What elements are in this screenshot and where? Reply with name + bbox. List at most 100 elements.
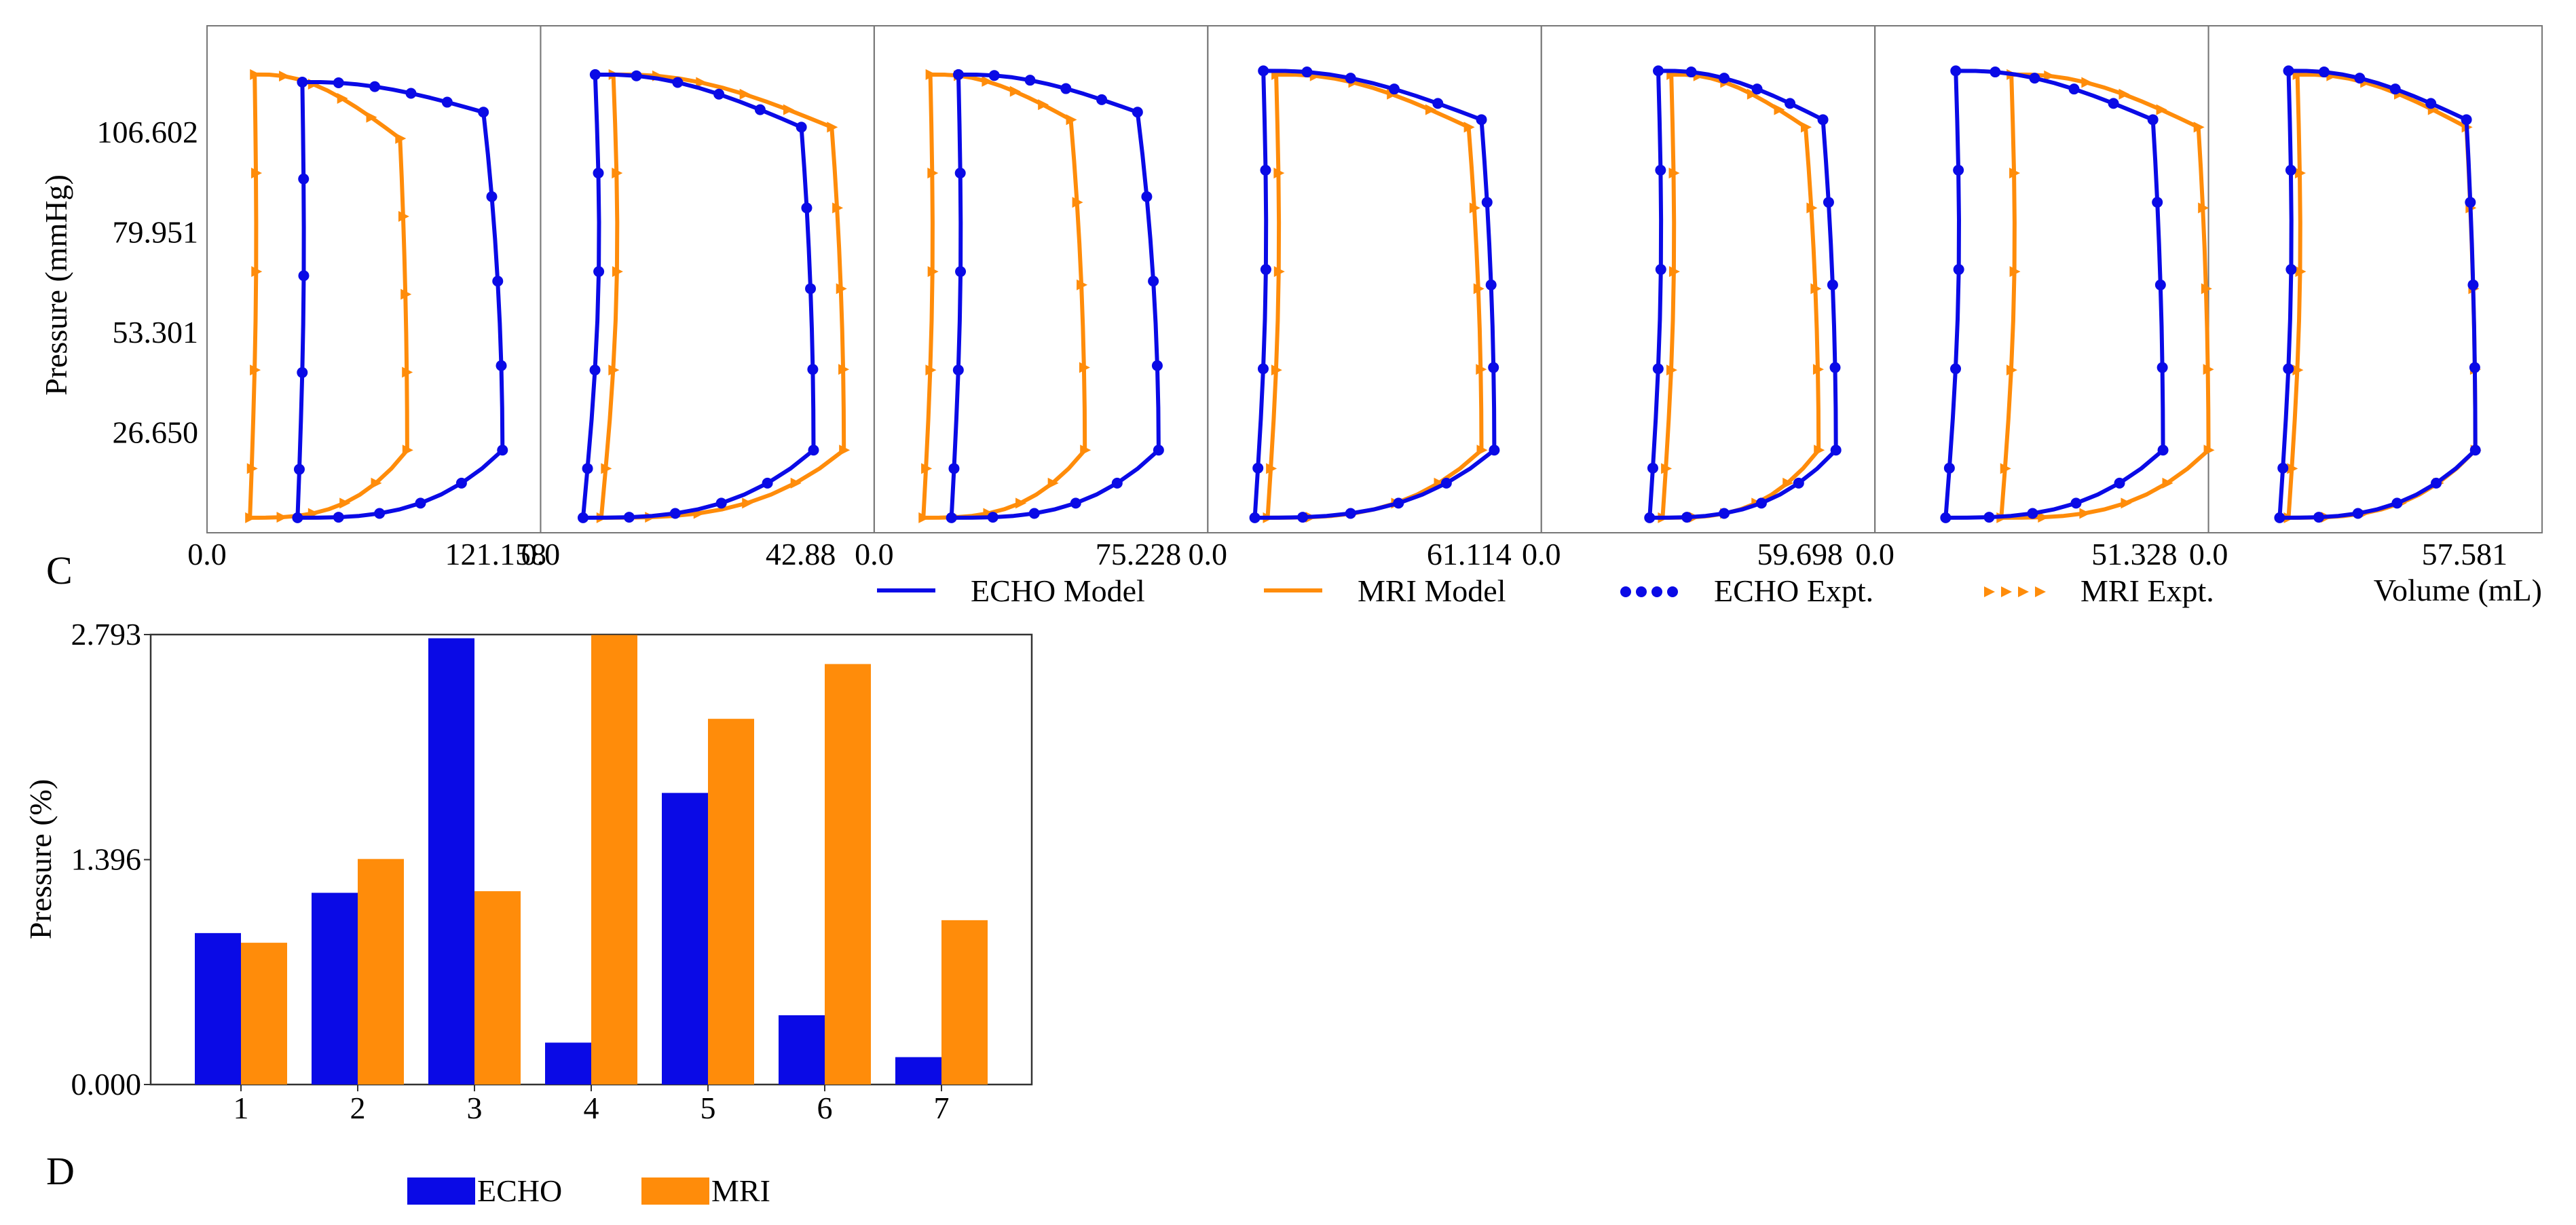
echo-expt-point [805, 283, 817, 295]
mri-expt-point [1266, 463, 1277, 474]
mri-expt-point [739, 88, 751, 100]
mri-expt-point [251, 266, 263, 278]
echo-expt-point [953, 69, 965, 80]
mri-expt-point [742, 497, 753, 509]
echo-expt-point [298, 173, 310, 185]
echo-expt-point [2157, 445, 2169, 456]
echo-expt-point [1096, 94, 1108, 105]
pv-legend: ECHO Model MRI Model ECHO Expt. MRI Expt… [877, 573, 2214, 608]
echo-expt-point [1070, 497, 1081, 509]
pv-subplot [1940, 65, 2215, 523]
echo-expt-point [988, 70, 1000, 81]
bar-x-tick-label: 4 [584, 1091, 599, 1125]
echo-expt-point [801, 202, 813, 214]
mri-bar [941, 920, 988, 1085]
mri-expt-point [2203, 445, 2215, 456]
legend-echo-expt-swatch [1620, 586, 1678, 597]
legend-mri-label: MRI [711, 1173, 770, 1208]
bar-y-tick-label: 0.000 [71, 1067, 142, 1101]
mri-expt-point [2006, 364, 2017, 376]
echo-expt-point [1990, 67, 2001, 78]
mri-expt-point [1476, 364, 1487, 375]
pv-x-tick-label: 0.0 [1522, 537, 1561, 571]
pv-y-tick-label: 79.951 [113, 215, 199, 250]
echo-expt-point [486, 191, 498, 202]
echo-expt-point [1141, 191, 1153, 202]
pv-y-axis-label: Pressure (mmHg) [39, 174, 73, 396]
echo-bar [895, 1057, 941, 1085]
mri-expt-point [402, 366, 413, 378]
legend-mri-triangle [2035, 586, 2046, 597]
mri-expt-point [1009, 86, 1021, 97]
echo-expt-point [1148, 276, 1159, 287]
echo-expt-point [298, 270, 310, 282]
panel-label-d: D [46, 1149, 75, 1193]
mri-model-curve [248, 72, 409, 520]
bar-x-tick-label: 5 [701, 1091, 716, 1125]
mri-expt-point [1469, 202, 1480, 214]
bar-x-tick-label: 2 [350, 1091, 366, 1125]
echo-expt-point [1432, 98, 1444, 109]
echo-expt-point [1393, 497, 1404, 509]
echo-expt-point [333, 512, 344, 523]
mri-expt-point [250, 69, 261, 80]
mri-bar [358, 859, 404, 1085]
echo-expt-point [2152, 197, 2163, 208]
mri-expt-point [1077, 279, 1088, 290]
echo-expt-point [807, 364, 819, 375]
mri-expt-point [2044, 70, 2055, 81]
pv-y-tick-label: 53.301 [113, 315, 199, 350]
pv-loop-curves [245, 65, 2482, 523]
legend-mri-expt-label: MRI Expt. [2080, 573, 2214, 608]
mri-model-curve [921, 72, 1087, 520]
legend-echo-dot [1636, 586, 1647, 597]
echo-expt-point [2068, 83, 2080, 95]
echo-expt-point [2283, 363, 2294, 375]
mri-expt-point [1814, 445, 1825, 456]
bar-chart-bars [195, 635, 988, 1085]
echo-model-curve [949, 72, 1161, 520]
mri-expt-point [2081, 77, 2093, 88]
echo-expt-point [1345, 73, 1356, 84]
echo-expt-point [2274, 512, 2285, 523]
echo-expt-point [2027, 508, 2038, 519]
echo-expt-point [796, 121, 807, 133]
legend-mri-triangle [2001, 586, 2012, 597]
echo-expt-point [292, 512, 303, 523]
legend-echo-dot [1651, 586, 1662, 597]
mri-expt-point [1425, 104, 1436, 115]
legend-mri-triangle [2018, 586, 2029, 597]
echo-expt-point [1257, 363, 1269, 375]
echo-bar [428, 638, 474, 1085]
pv-x-tick-label: 0.0 [855, 537, 894, 571]
pv-subplot [1644, 65, 1842, 523]
pv-subplot [1249, 65, 1500, 523]
mri-expt-point [1812, 364, 1824, 375]
mri-expt-point [2162, 477, 2173, 489]
echo-expt-point [715, 497, 727, 509]
echo-expt-point [1485, 279, 1497, 290]
echo-expt-point [582, 463, 593, 474]
echo-expt-point [1476, 114, 1487, 126]
pv-subplot [577, 69, 851, 523]
echo-expt-point [593, 266, 605, 278]
mri-bar [825, 664, 871, 1085]
echo-expt-point [1755, 497, 1767, 509]
mri-model-curve [599, 72, 846, 520]
legend-echo-label: ECHO [477, 1173, 562, 1208]
echo-expt-point [496, 360, 507, 371]
mri-expt-point [1668, 168, 1680, 179]
pv-x-tick-label: 0.0 [521, 537, 561, 571]
mri-expt-point [790, 477, 802, 489]
echo-expt-point [374, 508, 386, 519]
bar-x-axis: 1 2 3 4 5 6 7 [234, 1085, 950, 1125]
mri-expt-point [2156, 104, 2167, 115]
mri-expt-point [925, 69, 937, 80]
pv-x-tick-label: 57.581 [2422, 537, 2508, 571]
pv-subplot-frame [1540, 25, 1876, 533]
mri-expt-point [276, 512, 288, 523]
mri-expt-point [279, 71, 291, 82]
echo-expt-point [2391, 497, 2403, 509]
echo-expt-point [1345, 508, 1356, 519]
echo-expt-point [2277, 462, 2289, 474]
